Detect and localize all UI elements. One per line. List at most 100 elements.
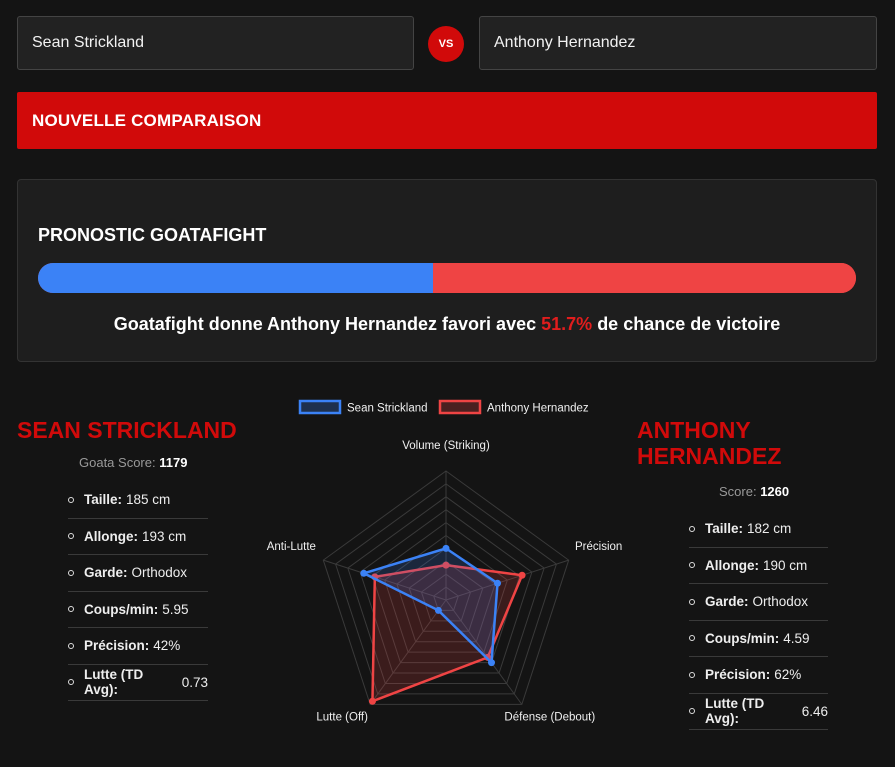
bullet-icon [689,525,695,532]
fighter1-stat-label: Lutte (TD Avg): [84,667,144,698]
fighter1-stat-label: Garde: [84,565,128,581]
fighter2-stat-item: Taille: 182 cm [689,511,828,548]
fighter1-name: SEAN STRICKLAND [17,417,237,443]
fighter1-input[interactable]: Sean Strickland [17,16,414,70]
radar-point [487,659,495,667]
radar-grid-ring [347,496,545,684]
bullet-icon [689,708,695,715]
radar-grid-ring [420,573,472,622]
radar-grid-ring [322,470,570,705]
bullet-icon [68,679,74,686]
bullet-icon [689,671,695,678]
prediction-bar-fighter2 [433,263,856,293]
fighter1-stats: Taille: 185 cm Allonge: 193 cm Garde: Orthodo… [68,482,208,701]
fighter2-stat-value: Orthodox [752,594,809,610]
prediction-text-before: Goatafight donne Anthony Hernandez favor… [113,314,537,334]
radar-point [442,544,450,552]
radar-point [494,579,502,587]
fighter1-stat-item: Garde: Orthodox [68,555,208,592]
fighter2-stat-value: 4.59 [783,630,810,646]
fighter1-stat-label: Taille: [84,492,123,508]
fighter2-stat-label: Coups/min: [705,630,780,646]
fighter1-stat-value: 42% [153,638,181,654]
radar-axis-label: Lutte (Off) [316,711,368,723]
legend-label: Anthony Hernandez [487,403,589,415]
fighter2-name: ANTHONY HERNANDEZ [637,417,782,469]
fighter2-stat-item: Lutte (TD Avg): 6.46 [689,694,828,730]
bullet-icon [68,533,74,540]
fighter1-stat-item: Allonge: 193 cm [68,519,208,555]
fighter2-stat-value: 62% [774,667,802,683]
radar-axis-label: Précision [575,541,622,553]
bullet-icon [689,562,695,569]
prediction-text: Goatafight donne Anthony Hernandez favor… [18,314,876,335]
fighter2-stat-value: 6.46 [801,703,828,719]
prediction-percent: 51.7% [541,314,593,334]
bullet-icon [689,598,695,605]
fighter2-stat-item: Garde: Orthodox [689,584,828,621]
fighter1-stat-label: Allonge: [84,528,138,544]
prediction-bar-fighter1 [38,263,434,293]
radar-series-area [360,547,499,666]
fighter1-stat-value: 0.73 [181,674,208,690]
fighter1-stat-item: Lutte (TD Avg): 0.73 [68,665,208,701]
fighter2-stat-label: Lutte (TD Avg): [705,696,765,727]
fighter2-score: Score: 1260 [719,484,789,499]
radar-spoke [369,599,447,705]
radar-point [518,571,526,579]
radar-axis-label: Volume (Striking) [402,440,490,452]
fighter1-stat-value: 185 cm [126,492,171,508]
vs-badge: VS [428,26,464,62]
radar-point [360,569,368,577]
fighter1-stat-item: Taille: 185 cm [68,482,208,519]
fighter1-stat-value: Orthodox [131,565,188,581]
radar-point [434,606,442,614]
fighter2-stat-label: Garde: [705,594,749,610]
fighter1-stat-label: Précision: [84,638,150,654]
fighter1-stat-value: 193 cm [142,528,187,544]
bullet-icon [68,606,74,613]
fighter2-stat-item: Coups/min: 4.59 [689,621,828,657]
fighter2-stat-label: Précision: [705,667,771,683]
fighter1-stat-item: Coups/min: 5.95 [68,592,208,628]
radar-spoke [445,559,569,601]
bullet-icon [68,569,74,576]
legend-label: Sean Strickland [347,403,428,415]
fighter2-stat-value: 182 cm [747,521,792,537]
radar-axis-label: Défense (Debout) [504,711,595,723]
bullet-icon [68,496,74,503]
fighter1-score-value: 1179 [159,455,188,470]
fighter1-stat-value: 5.95 [162,601,189,617]
fighter2-stat-label: Taille: [705,521,744,537]
radar-axis-label: Anti-Lutte [267,541,316,553]
radar-point [442,561,450,569]
radar-grid-ring [334,483,558,695]
radar-series-area [371,563,524,704]
fighter2-stat-item: Allonge: 190 cm [689,548,828,584]
fighter2-score-label: Score: [719,484,757,499]
radar-spoke [445,599,523,705]
prediction-panel: PRONOSTIC GOATAFIGHT Goatafight donne An… [17,179,877,362]
prediction-text-after: de chance de victoire [597,314,781,334]
radar-grid-ring [433,586,459,611]
radar-spoke [323,559,447,601]
fighter2-score-value: 1260 [760,484,790,499]
fighter2-stats: Taille: 182 cm Allonge: 190 cm Garde: Orthodo… [689,511,828,730]
prediction-title: PRONOSTIC GOATAFIGHT [38,225,267,245]
fighter1-score-label: Goata Score: [79,455,156,470]
fighter1-stat-label: Coups/min: [84,601,159,617]
radar-grid-ring [408,560,484,632]
fighter2-input[interactable]: Anthony Hernandez [479,16,877,70]
bullet-icon [68,642,74,649]
fighter1-stat-item: Précision: 42% [68,628,208,665]
radar-grid-ring [396,547,496,643]
fighter2-stat-item: Précision: 62% [689,657,828,694]
fighter1-score: Goata Score: 1179 [79,455,187,470]
legend-swatch [438,399,482,415]
fighter2-stat-value: 190 cm [763,557,808,573]
legend-swatch [298,399,342,415]
new-comparison-button[interactable]: NOUVELLE COMPARAISON [17,92,877,149]
bullet-icon [689,635,695,642]
fighter2-stat-label: Allonge: [705,557,759,573]
